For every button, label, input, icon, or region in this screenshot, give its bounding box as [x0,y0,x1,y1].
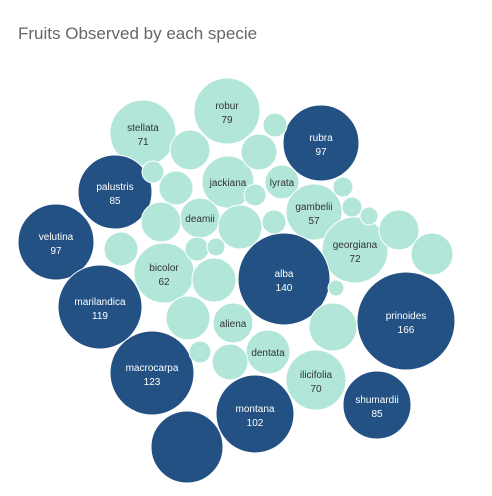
bubble-unlabeled[interactable] [410,232,454,276]
bubble-rubra[interactable] [282,104,360,182]
bubble-prinoides[interactable] [356,271,456,371]
bubble-macrocarpa[interactable] [109,330,195,416]
bubble-value: 72 [349,254,361,265]
bubble-unlabeled[interactable] [308,302,358,352]
bubble-unlabeled[interactable] [184,236,210,262]
bubble-shumardii[interactable] [342,370,412,440]
bubble-value: 119 [92,311,108,322]
bubble-unlabeled[interactable] [191,257,237,303]
bubble-gambelii[interactable] [285,183,343,241]
bubble-label: prinoides [386,311,427,322]
bubble-label: macrocarpa [126,363,179,374]
bubble-value: 70 [310,384,322,395]
bubble-unlabeled[interactable] [359,206,379,226]
bubble-unlabeled[interactable] [341,196,363,218]
bubble-label: shumardii [355,395,398,406]
bubble-unlabeled[interactable] [243,183,267,207]
bubble-unlabeled[interactable] [262,112,288,138]
chart-title: Fruits Observed by each specie [18,24,258,43]
bubble-value: 85 [371,409,383,420]
bubble-robur[interactable] [193,77,261,145]
bubble-label: deamii [185,214,214,225]
bubble-unlabeled[interactable] [140,201,182,243]
bubble-unlabeled[interactable] [206,237,226,257]
bubble-montana[interactable] [215,374,295,454]
bubble-unlabeled[interactable] [217,204,263,250]
bubble-label: ilicifolia [300,370,333,381]
bubble-value: 166 [398,325,415,336]
bubble-aliena[interactable] [212,302,254,344]
bubble-label: aliena [220,319,247,330]
bubble-value: 79 [221,115,233,126]
bubble-unlabeled[interactable] [188,340,212,364]
bubble-label: velutina [39,232,74,243]
bubble-unlabeled[interactable] [332,176,354,198]
bubble-label: georgiana [333,240,378,251]
bubble-palustris[interactable] [77,154,153,230]
bubble-alba[interactable] [237,232,331,326]
bubble-value: 62 [158,277,170,288]
bubble-label: stellata [127,123,159,134]
bubble-unlabeled[interactable] [211,343,249,381]
bubble-label: jackiana [209,178,247,189]
bubble-label: alba [275,269,294,280]
bubble-ilicifolia[interactable] [285,349,347,411]
bubble-unlabeled[interactable] [327,279,345,297]
bubble-lyrata[interactable] [264,164,300,200]
bubble-stellata[interactable] [109,99,177,167]
bubble-unlabeled[interactable] [150,410,224,484]
bubble-value: 140 [276,283,293,294]
bubble-value: 97 [50,246,62,257]
bubble-value: 97 [315,147,327,158]
bubble-unlabeled[interactable] [158,170,194,206]
bubble-label: lyrata [270,178,295,189]
bubble-value: 102 [247,418,264,429]
bubble-unlabeled[interactable] [261,209,287,235]
bubble-value: 85 [109,196,121,207]
bubble-unlabeled[interactable] [378,209,420,251]
bubble-label: rubra [309,133,333,144]
bubble-label: montana [236,404,275,415]
bubble-unlabeled[interactable] [141,160,165,184]
bubble-value: 57 [308,216,320,227]
bubble-value: 123 [144,377,161,388]
bubble-unlabeled[interactable] [103,231,139,267]
bubble-dentata[interactable] [245,329,291,375]
bubble-label: gambelii [295,202,332,213]
bubble-unlabeled[interactable] [240,133,278,171]
bubble-label: marilandica [74,297,126,308]
bubble-label: bicolor [149,263,179,274]
bubble-label: palustris [96,182,133,193]
bubble-label: dentata [251,348,285,359]
bubble-label: robur [215,101,239,112]
bubble-unlabeled[interactable] [165,295,211,341]
bubble-marilandica[interactable] [57,264,143,350]
bubble-value: 71 [137,137,149,148]
bubble-velutina[interactable] [17,203,95,281]
bubble-unlabeled[interactable] [169,129,211,171]
